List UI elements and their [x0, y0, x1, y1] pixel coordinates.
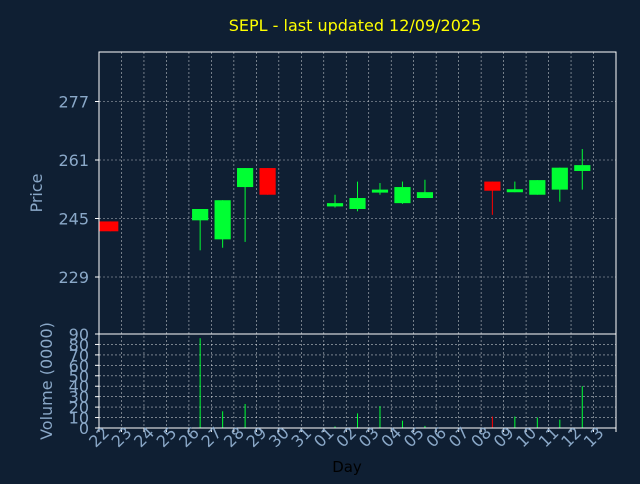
volume-tick-label: 40 — [69, 377, 89, 396]
day-tick-label: 13 — [580, 423, 608, 451]
day-axis-label: Day — [332, 458, 362, 476]
candle-03 — [371, 183, 389, 195]
candle-09 — [506, 181, 523, 193]
volume-layer — [109, 338, 583, 428]
candle-08 — [484, 181, 501, 215]
candle-body — [551, 167, 568, 190]
candle-body — [259, 168, 276, 195]
candle-26 — [192, 208, 209, 251]
chart-title: SEPL - last updated 12/09/2025 — [229, 16, 482, 35]
volume-panel-frame — [98, 333, 617, 429]
volume-tick-label: 10 — [69, 409, 89, 428]
candle-body — [506, 189, 523, 193]
candle-body — [99, 221, 119, 232]
candle-05 — [416, 179, 434, 199]
price-tick-label: 277 — [58, 93, 89, 112]
volume-tick-label: 20 — [69, 398, 89, 417]
candle-10 — [529, 180, 546, 195]
volume-bar-27 — [222, 411, 224, 428]
volume-tick-label: 60 — [69, 356, 89, 375]
volume-bar-01 — [334, 426, 336, 428]
volume-bar-03 — [379, 406, 381, 428]
volume-tick-label: 80 — [69, 335, 89, 354]
volume-bar-04 — [401, 420, 403, 428]
candle-04 — [394, 181, 411, 204]
candle-12 — [574, 149, 591, 190]
candle-28 — [237, 168, 254, 242]
candle-11 — [551, 167, 568, 202]
volume-bar-09 — [514, 416, 516, 428]
candle-body — [237, 168, 254, 188]
candle-body — [214, 200, 231, 240]
candle-body — [349, 198, 366, 209]
candle-body — [416, 192, 434, 199]
candle-29 — [259, 168, 276, 195]
grid-layer — [95, 52, 616, 429]
candle-body — [574, 165, 591, 171]
volume-bar-26 — [199, 338, 201, 428]
volume-tick-label: 30 — [69, 388, 89, 407]
volume-tick-label: 0 — [79, 419, 89, 438]
candle-layer — [99, 149, 591, 251]
candle-22 — [99, 221, 119, 232]
volume-bar-08 — [491, 416, 493, 428]
volume-bar-05 — [424, 425, 426, 428]
price-tick-label: 245 — [58, 210, 89, 229]
volume-bar-10 — [536, 417, 538, 428]
candle-02 — [349, 181, 366, 212]
volume-bar-02 — [357, 413, 358, 428]
volume-tick-label: 70 — [69, 346, 89, 365]
candle-27 — [214, 200, 231, 248]
volume-bar-28 — [244, 403, 246, 428]
price-tick-label: 229 — [58, 268, 89, 287]
volume-axis-label: Volume (0000) — [37, 322, 56, 440]
candle-body — [394, 187, 411, 204]
candle-body — [371, 189, 389, 193]
candle-body — [326, 203, 344, 207]
candle-body — [529, 180, 546, 195]
price-tick-label: 261 — [58, 151, 89, 170]
volume-bar-12 — [581, 386, 583, 428]
candle-body — [484, 181, 501, 191]
frame-layer — [98, 51, 617, 432]
price-axis-label: Price — [27, 173, 46, 212]
volume-tick-label: 50 — [69, 367, 89, 386]
candle-01 — [326, 194, 344, 208]
volume-tick-label: 90 — [69, 325, 89, 344]
volume-bar-11 — [559, 419, 561, 428]
label-layer: 2292452612770102030405060708090222324252… — [27, 93, 608, 477]
candle-body — [192, 208, 209, 221]
